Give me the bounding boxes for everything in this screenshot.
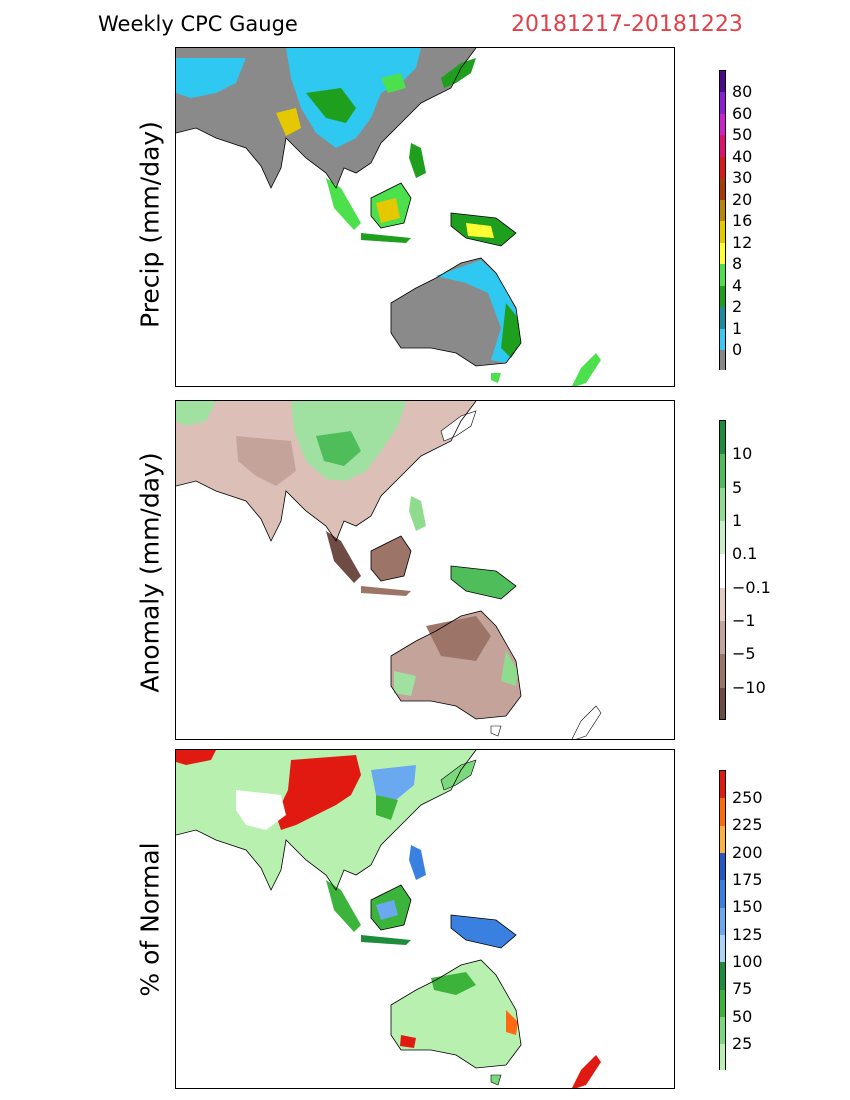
- anomaly-tick-label: 0.1: [732, 544, 758, 563]
- sumatra-landmass: [326, 880, 361, 932]
- anomaly-negative-region: [236, 436, 296, 486]
- precip-tick-label: 8: [732, 254, 743, 273]
- pct-normal-colorbar: [719, 770, 726, 1070]
- pct-tick-label: 75: [732, 979, 753, 998]
- borneo-yellow: [376, 198, 400, 223]
- precip-light-region: [286, 48, 421, 148]
- anomaly-tick-label: −10: [732, 678, 766, 697]
- java-landmass: [361, 935, 411, 945]
- australia-high-south: [400, 1035, 416, 1048]
- australia-green-patches: [431, 972, 476, 995]
- precip-tick-label: 0: [732, 340, 743, 359]
- new-zealand-landmass: [572, 353, 601, 386]
- tasmania-landmass: [490, 725, 502, 737]
- philippines-landmass: [409, 143, 426, 178]
- sumatra-landmass: [326, 178, 361, 230]
- pct-normal-ylabel: % of Normal: [135, 842, 165, 997]
- australia-landmass: [391, 960, 521, 1068]
- philippines-landmass: [409, 845, 426, 880]
- pct-tick-label: 25: [732, 1034, 753, 1053]
- sumatra-landmass: [326, 531, 361, 583]
- pct-tick-label: 125: [732, 925, 763, 944]
- new-zealand-landmass: [571, 705, 602, 739]
- australia-positive-west: [394, 671, 416, 696]
- pct-green-region: [376, 795, 398, 820]
- new-zealand-landmass: [572, 1055, 601, 1088]
- chart-title: Weekly CPC Gauge: [98, 12, 298, 36]
- new-guinea-yellow: [466, 223, 494, 238]
- precip-colorbar: [719, 70, 726, 370]
- precip-map-panel: [175, 47, 675, 387]
- pct-tick-label: 175: [732, 870, 763, 889]
- precip-tick-label: 50: [732, 125, 753, 144]
- precip-tick-label: 1: [732, 319, 743, 338]
- pct-tick-label: 100: [732, 952, 763, 971]
- australia-high-east: [506, 1010, 518, 1035]
- anomaly-tick-label: 1: [732, 511, 743, 530]
- java-landmass: [361, 586, 411, 596]
- anomaly-ylabel: Anomaly (mm/day): [135, 452, 165, 693]
- precip-tick-label: 16: [732, 211, 753, 230]
- precip-tick-label: 20: [732, 190, 753, 209]
- borneo-landmass: [371, 536, 411, 581]
- anomaly-tick-label: −5: [732, 644, 756, 663]
- pct-high-region-nw: [176, 750, 216, 765]
- precip-tick-label: 30: [732, 168, 753, 187]
- pct-tick-label: 250: [732, 788, 763, 807]
- precip-tick-label: 40: [732, 147, 753, 166]
- precip-tick-label: 80: [732, 82, 753, 101]
- precip-tick-label: 12: [732, 233, 753, 252]
- pct-tick-label: 150: [732, 897, 763, 916]
- precip-green-patch-2: [381, 73, 406, 93]
- anomaly-tick-label: 5: [732, 478, 743, 497]
- australia-green-east: [501, 303, 521, 358]
- australia-positive-east: [501, 651, 518, 686]
- pct-tick-label: 225: [732, 815, 763, 834]
- pct-high-region: [276, 755, 361, 830]
- pct-tick-label: 50: [732, 1007, 753, 1026]
- pct-tick-label: 200: [732, 843, 763, 862]
- precip-tick-label: 60: [732, 104, 753, 123]
- anomaly-positive-strong: [316, 431, 361, 466]
- precip-yellow-patch: [276, 108, 301, 136]
- java-landmass: [361, 233, 411, 243]
- australia-cyan-rim: [436, 260, 521, 363]
- precip-green-patch: [306, 88, 356, 123]
- precip-light-region-w: [176, 58, 246, 98]
- anomaly-positive-region-w: [176, 401, 216, 426]
- date-range: 20181217-20181223: [511, 12, 743, 37]
- precip-tick-label: 2: [732, 297, 743, 316]
- pct-white-region: [236, 790, 286, 830]
- anomaly-tick-label: −1: [732, 611, 756, 630]
- philippines-landmass: [409, 496, 426, 531]
- precip-ylabel: Precip (mm/day): [135, 121, 165, 328]
- pct-normal-map-panel: [175, 749, 675, 1089]
- anomaly-colorbar: [719, 420, 726, 720]
- tasmania-landmass: [490, 1074, 502, 1086]
- precip-tick-label: 4: [732, 276, 743, 295]
- tasmania-landmass: [491, 373, 501, 383]
- anomaly-map-panel: [175, 400, 675, 740]
- borneo-blue: [376, 900, 398, 920]
- anomaly-tick-label: −0.1: [732, 578, 771, 597]
- anomaly-tick-label: 10: [732, 444, 753, 463]
- pct-blue-region: [371, 765, 416, 800]
